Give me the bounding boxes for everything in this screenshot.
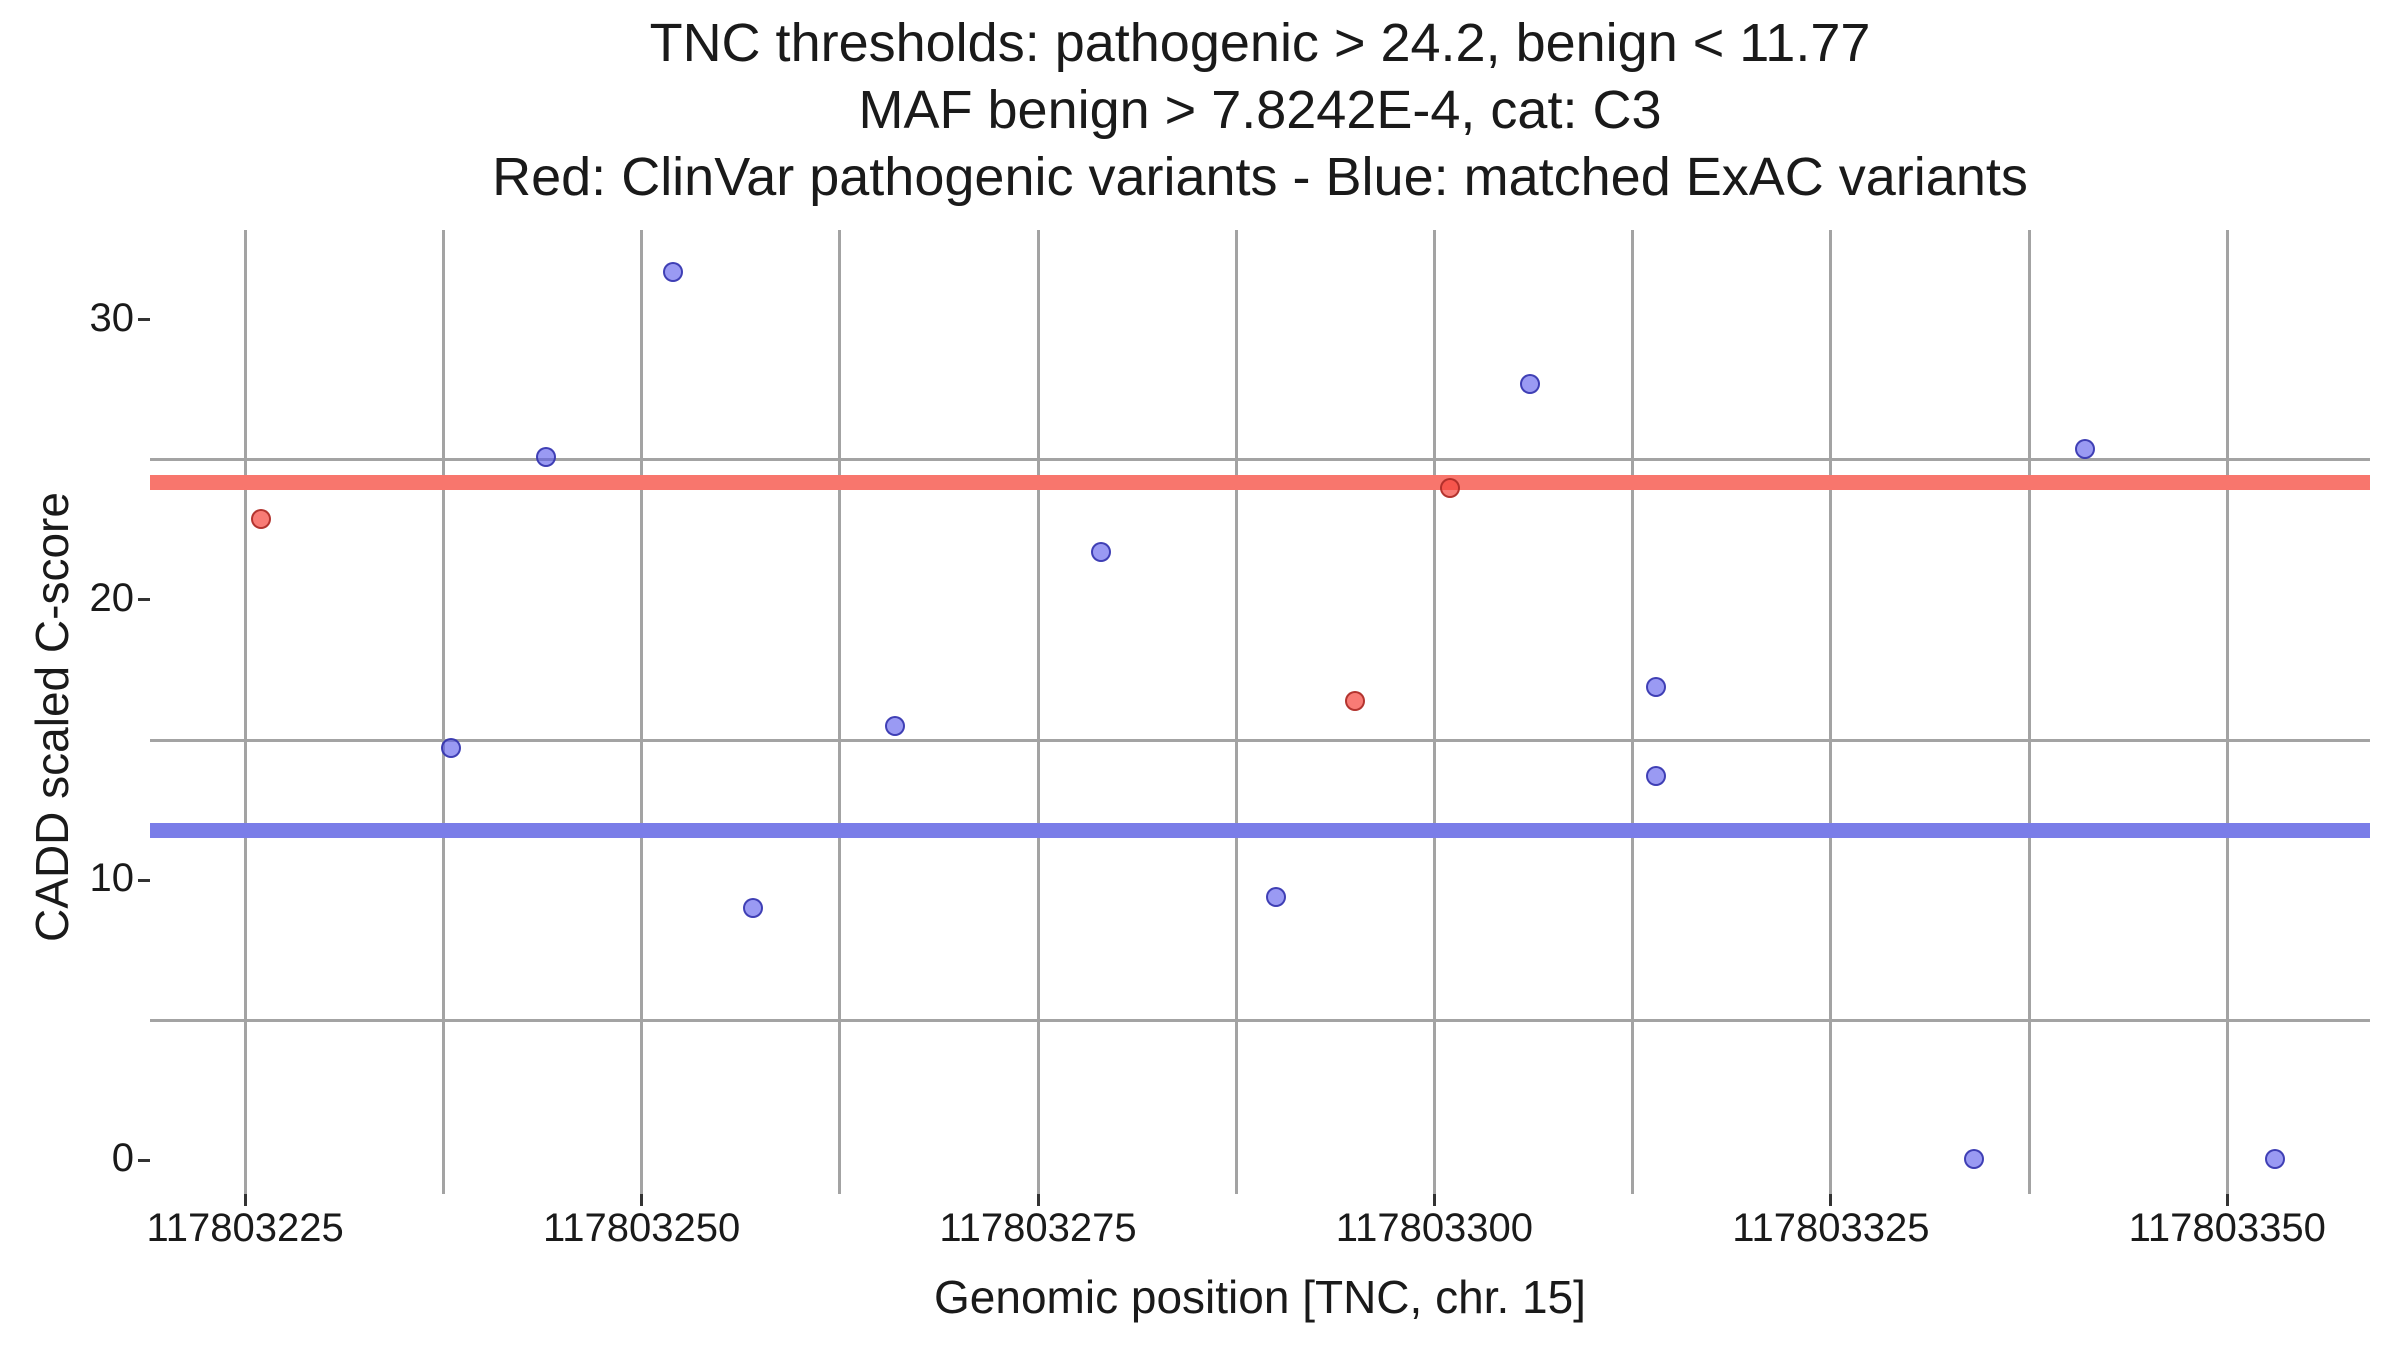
plot-panel (150, 230, 2370, 1194)
y-axis-label: CADD scaled C-score (26, 492, 78, 942)
data-point-blue (1519, 374, 1540, 395)
data-point-blue (1265, 886, 1286, 907)
gridline-vertical (1829, 230, 1833, 1194)
data-point-blue (885, 716, 906, 736)
data-point-red (251, 508, 271, 529)
gridline-vertical (2225, 230, 2229, 1194)
data-point-red (1345, 690, 1366, 711)
threshold-line-pathogenic (150, 474, 2370, 490)
y-tick-mark (138, 318, 150, 322)
gridline-vertical (838, 230, 842, 1194)
y-tick-mark (138, 1158, 150, 1162)
gridline-vertical (1631, 230, 1635, 1194)
data-point-blue (1646, 766, 1667, 787)
x-tick-label: 117803275 (939, 1206, 1137, 1250)
title-line-3: Red: ClinVar pathogenic variants - Blue:… (492, 147, 2028, 207)
data-point-blue (1963, 1148, 1984, 1169)
x-tick-mark (1829, 1194, 1833, 1206)
gridline-horizontal (150, 738, 2370, 742)
gridline-vertical (640, 230, 644, 1194)
y-tick-label: 20 (89, 575, 135, 620)
x-tick-label: 117803325 (1732, 1206, 1930, 1250)
y-tick-label: 0 (111, 1136, 134, 1181)
y-tick-label: 10 (89, 856, 135, 901)
data-point-blue (1091, 542, 1112, 563)
data-point-blue (2264, 1148, 2285, 1169)
x-axis-label: Genomic position [TNC, chr. 15] (934, 1271, 1586, 1323)
gridline-horizontal (150, 458, 2370, 462)
y-tick-mark (138, 598, 150, 602)
x-tick-label: 117803350 (2128, 1206, 2326, 1250)
chart-title: TNC thresholds: pathogenic > 24.2, benig… (150, 10, 2370, 211)
x-tick-mark (640, 1194, 644, 1206)
gridline-vertical (243, 230, 247, 1194)
x-tick-label: 117803300 (1335, 1206, 1534, 1250)
gridline-vertical (1036, 230, 1040, 1194)
gridline-vertical (1432, 230, 1436, 1194)
x-tick-mark (1432, 1194, 1436, 1206)
data-point-blue (2074, 438, 2095, 459)
gridline-vertical (441, 230, 445, 1194)
threshold-line-benign (150, 823, 2370, 839)
data-point-blue (1646, 676, 1667, 697)
data-point-blue (536, 446, 557, 467)
title-line-1: TNC thresholds: pathogenic > 24.2, benig… (649, 13, 1871, 73)
y-tick-label: 30 (89, 295, 135, 340)
x-tick-label: 117803250 (542, 1206, 741, 1250)
title-line-2: MAF benign > 7.8242E-4, cat: C3 (858, 80, 1662, 140)
gridline-vertical (2027, 230, 2031, 1194)
data-point-blue (742, 898, 763, 919)
y-tick-mark (138, 878, 150, 882)
x-tick-mark (2225, 1194, 2229, 1206)
gridline-vertical (1234, 230, 1238, 1194)
gridline-horizontal (150, 1018, 2370, 1022)
x-tick-label: 117803225 (146, 1206, 344, 1250)
data-point-blue (663, 262, 684, 283)
x-tick-mark (1036, 1194, 1040, 1206)
x-tick-mark (243, 1194, 247, 1206)
data-point-red (1440, 477, 1461, 498)
data-point-blue (441, 738, 462, 759)
